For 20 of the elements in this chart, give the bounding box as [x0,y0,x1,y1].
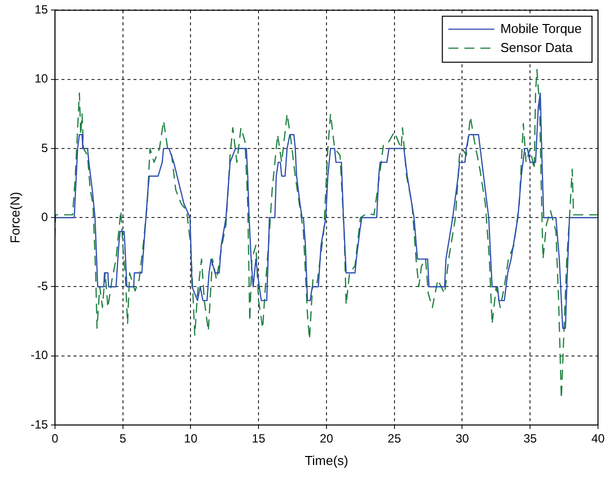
x-tick-label: 40 [591,432,605,446]
y-tick-label: -5 [37,279,48,294]
x-tick-label: 20 [320,432,334,446]
y-tick-label: -10 [30,348,48,362]
y-tick-label: 10 [34,72,48,86]
x-tick-label: 30 [456,432,470,446]
y-tick-label: 15 [34,2,48,17]
x-tick-label: 15 [252,432,266,446]
x-tick-label: 10 [184,432,198,446]
x-tick-label: 5 [119,432,126,446]
x-tick-label: 25 [388,432,402,446]
legend-label: Mobile Torque [500,20,582,36]
x-axis-title: Time(s) [304,452,348,468]
legend-label: Sensor Data [500,40,574,55]
y-tick-label: 5 [41,140,48,155]
y-axis-title: Force(N) [7,192,22,244]
y-tick-label: 0 [41,210,48,224]
x-tick-label: 0 [52,432,59,446]
y-tick-label: -15 [30,417,48,432]
x-tick-label: 35 [523,432,538,446]
